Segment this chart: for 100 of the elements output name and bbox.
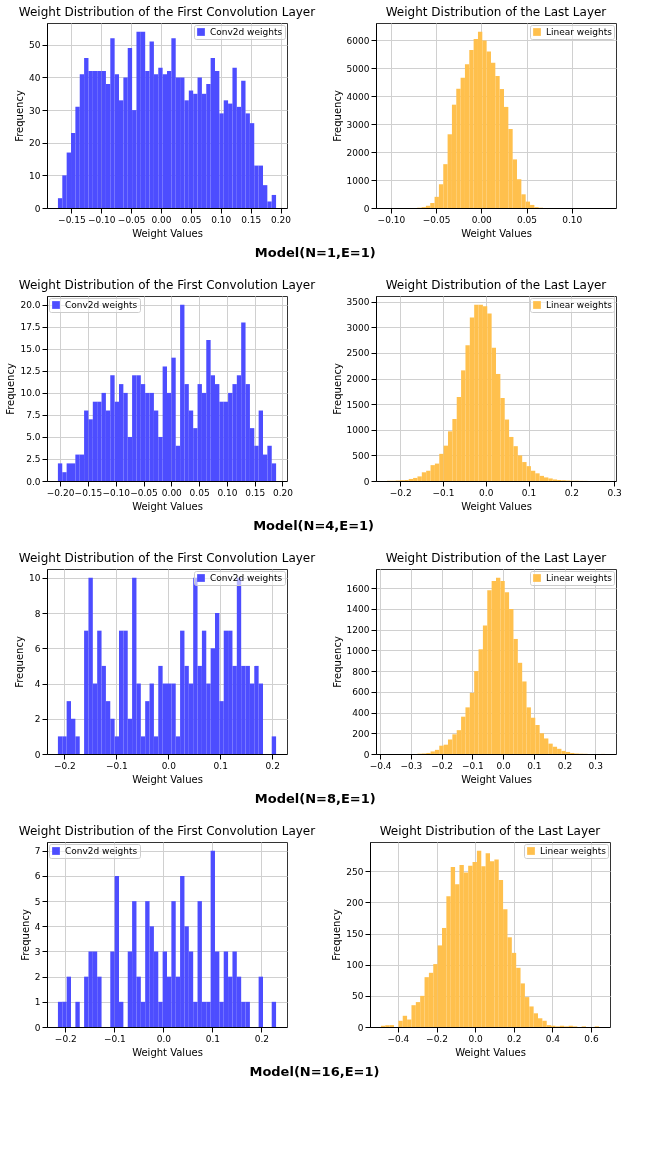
y-tick-label: 600 xyxy=(352,687,370,698)
x-tick-label: 0.3 xyxy=(588,760,603,771)
legend-label: Linear weights xyxy=(540,846,607,856)
x-tick-label: 0.00 xyxy=(151,214,172,225)
y-tick-label: 2 xyxy=(34,972,41,983)
chart-title: Weight Distribution of the First Convolution Layer xyxy=(18,278,316,292)
y-tick-label: 7 xyxy=(34,846,41,857)
y-tick-label: 5.0 xyxy=(26,432,41,443)
x-tick-label: −0.10 xyxy=(377,214,406,225)
x-tick-label: 0.10 xyxy=(211,214,232,225)
y-axis-title: Frequency xyxy=(331,90,343,142)
x-tick-label: 0.00 xyxy=(161,487,183,498)
x-tick-label: 0.00 xyxy=(471,214,493,225)
y-tick-label: 0 xyxy=(363,203,370,214)
y-axis-title: Frequency xyxy=(14,636,26,688)
x-axis-title: Weight Values xyxy=(461,500,532,512)
x-tick-label: 0.1 xyxy=(205,1033,221,1044)
chart-title: Weight Distribution of the Last Layer xyxy=(379,824,601,838)
y-tick-label: 20 xyxy=(29,138,41,149)
y-tick-label: 0.0 xyxy=(26,476,41,487)
legend-label: Linear weights xyxy=(546,27,613,37)
y-tick-label: 2000 xyxy=(346,374,370,385)
y-tick-label: 3500 xyxy=(346,297,370,308)
y-tick-label: 40 xyxy=(29,72,41,83)
y-tick-label: 50 xyxy=(352,991,364,1002)
chart-title: Weight Distribution of the First Convolution Layer xyxy=(18,551,316,565)
chart-title: Weight Distribution of the Last Layer xyxy=(385,278,607,292)
legend-label: Linear weights xyxy=(546,300,613,310)
x-tick-label: −0.1 xyxy=(461,760,484,771)
y-axis-title: Frequency xyxy=(331,909,343,961)
text: Model(N=8,E=1) xyxy=(254,790,376,806)
x-tick-label: −0.2 xyxy=(389,487,412,498)
y-tick-label: 2500 xyxy=(346,348,370,359)
y-tick-label: 5 xyxy=(34,896,41,907)
y-tick-label: 500 xyxy=(352,450,370,461)
y-tick-label: 12.5 xyxy=(20,366,41,377)
y-tick-label: 2 xyxy=(34,714,41,725)
x-tick-label: 0.0 xyxy=(496,760,511,771)
x-tick-label: 0.10 xyxy=(562,214,583,225)
x-tick-label: −0.1 xyxy=(432,487,455,498)
x-tick-label: 0.3 xyxy=(607,487,622,498)
y-tick-label: 1500 xyxy=(346,399,370,410)
y-axis-title: Frequency xyxy=(331,636,343,688)
x-tick-label: −0.1 xyxy=(103,1033,126,1044)
y-tick-label: 1400 xyxy=(346,604,370,615)
y-tick-label: 10 xyxy=(29,573,41,584)
y-tick-label: 6 xyxy=(34,871,41,882)
y-tick-label: 17.5 xyxy=(20,322,41,333)
text: Model(N=16,E=1) xyxy=(249,1063,380,1079)
y-axis-title: Frequency xyxy=(19,909,31,961)
y-tick-label: 1000 xyxy=(346,645,370,656)
y-tick-label: 150 xyxy=(346,929,364,940)
x-tick-label: −0.2 xyxy=(54,1033,77,1044)
x-tick-label: −0.1 xyxy=(105,760,128,771)
x-tick-label: 0.05 xyxy=(189,487,210,498)
x-tick-label: 0.1 xyxy=(521,487,537,498)
x-tick-label: −0.15 xyxy=(74,487,103,498)
y-tick-label: 7.5 xyxy=(26,410,41,421)
x-tick-label: 0.15 xyxy=(241,214,262,225)
y-tick-label: 1000 xyxy=(346,175,370,186)
chart-title: Weight Distribution of the First Convolution Layer xyxy=(18,5,316,19)
legend-label: Conv2d weights xyxy=(65,300,138,310)
x-tick-label: 0.4 xyxy=(545,1033,561,1044)
y-tick-label: 4 xyxy=(34,679,41,690)
y-tick-label: 4000 xyxy=(346,91,370,102)
y-axis-title: Frequency xyxy=(14,90,26,142)
y-tick-label: 200 xyxy=(352,728,370,739)
y-tick-label: 0 xyxy=(34,203,41,214)
x-tick-label: −0.10 xyxy=(87,214,116,225)
x-tick-label: −0.10 xyxy=(102,487,131,498)
y-tick-label: 0 xyxy=(357,1022,364,1033)
y-tick-label: 0 xyxy=(34,1022,41,1033)
x-tick-label: 0.2 xyxy=(254,1033,270,1044)
y-tick-label: 30 xyxy=(29,105,41,116)
x-tick-label: 0.0 xyxy=(479,487,494,498)
x-tick-label: 0.2 xyxy=(557,760,573,771)
y-tick-label: 10 xyxy=(29,170,41,181)
y-tick-label: 100 xyxy=(346,960,364,971)
text: Model(N=1,E=1) xyxy=(254,244,376,260)
x-tick-label: −0.05 xyxy=(422,214,451,225)
x-axis-title: Weight Values xyxy=(461,227,532,239)
x-tick-label: 0.2 xyxy=(564,487,579,498)
x-axis-title: Weight Values xyxy=(461,773,532,785)
x-tick-label: 0.20 xyxy=(271,214,292,225)
x-tick-label: 0.10 xyxy=(217,487,238,498)
y-tick-label: 20.0 xyxy=(20,300,41,311)
y-tick-label: 1000 xyxy=(346,425,370,436)
y-tick-label: 4 xyxy=(34,921,41,932)
text: Model(N=4,E=1) xyxy=(253,517,375,533)
x-tick-label: 0.1 xyxy=(213,760,228,771)
x-tick-label: 0.0 xyxy=(161,760,177,771)
x-tick-label: 0.05 xyxy=(181,214,202,225)
y-tick-label: 2000 xyxy=(346,147,370,158)
x-tick-label: −0.4 xyxy=(387,1033,410,1044)
x-tick-label: 0.2 xyxy=(507,1033,522,1044)
x-tick-label: 0.05 xyxy=(516,214,538,225)
chart-title: Weight Distribution of the First Convolution Layer xyxy=(18,824,316,838)
y-tick-label: 3 xyxy=(34,946,41,957)
y-tick-label: 3000 xyxy=(346,119,370,130)
y-tick-label: 250 xyxy=(346,866,364,877)
